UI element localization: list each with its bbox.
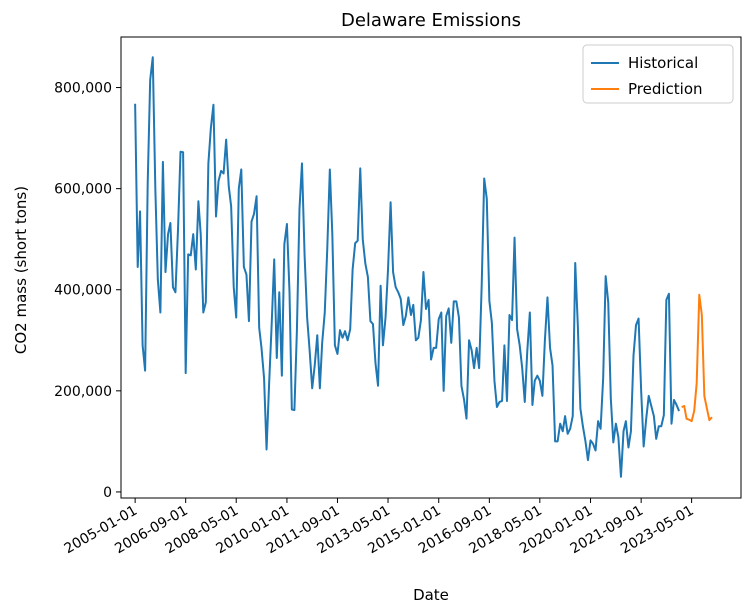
y-tick-label: 0 (103, 485, 112, 501)
y-tick-label: 400,000 (54, 283, 112, 299)
y-tick-label: 600,000 (54, 182, 112, 198)
legend-label: Prediction (628, 80, 703, 98)
y-axis-label: CO2 mass (short tons) (12, 186, 30, 354)
plot-frame (120, 36, 742, 499)
legend-label: Historical (628, 54, 698, 72)
y-axis-ticks: 0 200,000 400,000 600,000 800,000 (54, 81, 121, 501)
y-tick-label: 800,000 (54, 81, 112, 97)
x-axis-ticks: 2005-01-012006-09-012008-05-012010-01-01… (62, 498, 697, 557)
y-tick-label: 200,000 (54, 384, 112, 400)
plot-area (134, 56, 713, 478)
series-line-historical (134, 56, 680, 478)
chart-title: Delaware Emissions (341, 10, 521, 31)
x-axis-label: Date (413, 586, 449, 604)
legend-box (582, 44, 734, 104)
legend: Historical Prediction (582, 44, 734, 104)
series-line-prediction (681, 293, 713, 423)
